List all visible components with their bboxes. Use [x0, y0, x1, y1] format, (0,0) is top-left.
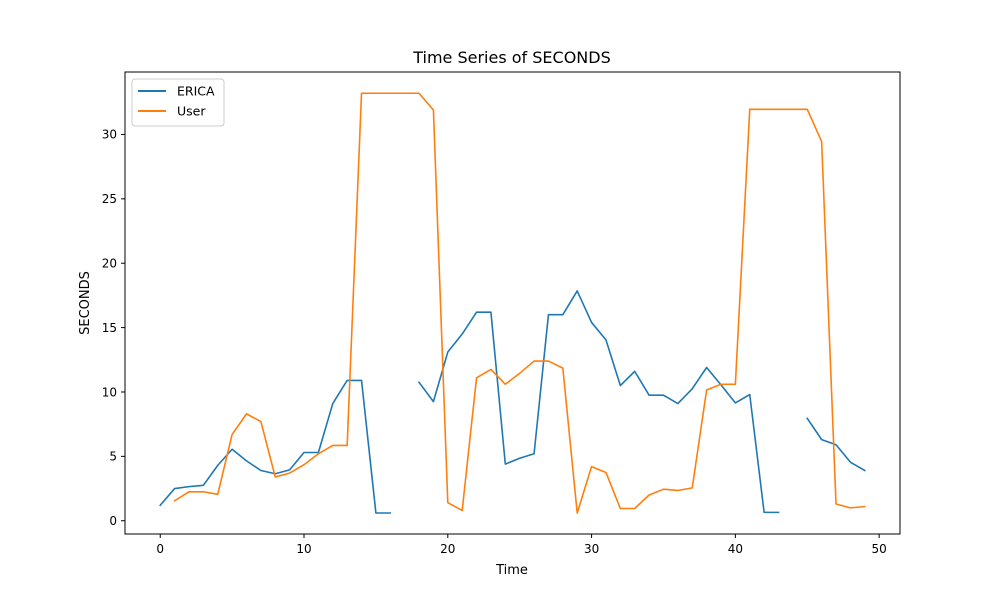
x-tick-label: 10 [296, 542, 311, 556]
x-tick-label: 50 [872, 542, 887, 556]
y-tick-label: 15 [102, 321, 117, 335]
y-tick-label: 25 [102, 192, 117, 206]
y-tick-label: 10 [102, 385, 117, 399]
y-tick-label: 20 [102, 257, 117, 271]
plot-lines [159, 92, 866, 514]
legend-label-user: User [177, 104, 206, 119]
series-line-erica [159, 290, 866, 514]
x-tick-label: 30 [584, 542, 599, 556]
x-axis-label: Time [495, 563, 528, 578]
series-line-user [173, 92, 866, 514]
y-axis-label: SECONDS [78, 271, 93, 335]
x-tick-label: 40 [728, 542, 743, 556]
x-tick-label: 0 [156, 542, 164, 556]
chart-title: Time Series of SECONDS [412, 48, 611, 67]
y-tick-label: 30 [102, 128, 117, 142]
y-tick-label: 0 [109, 514, 117, 528]
plot-frame [124, 71, 901, 535]
y-tick-label: 5 [109, 450, 117, 464]
legend-label-erica: ERICA [177, 84, 215, 99]
legend: ERICA User [131, 78, 225, 127]
x-tick-label: 20 [440, 542, 455, 556]
x-axis: 0 10 20 30 40 50 [156, 534, 887, 556]
y-axis: 0 5 10 15 20 25 30 [102, 128, 125, 528]
